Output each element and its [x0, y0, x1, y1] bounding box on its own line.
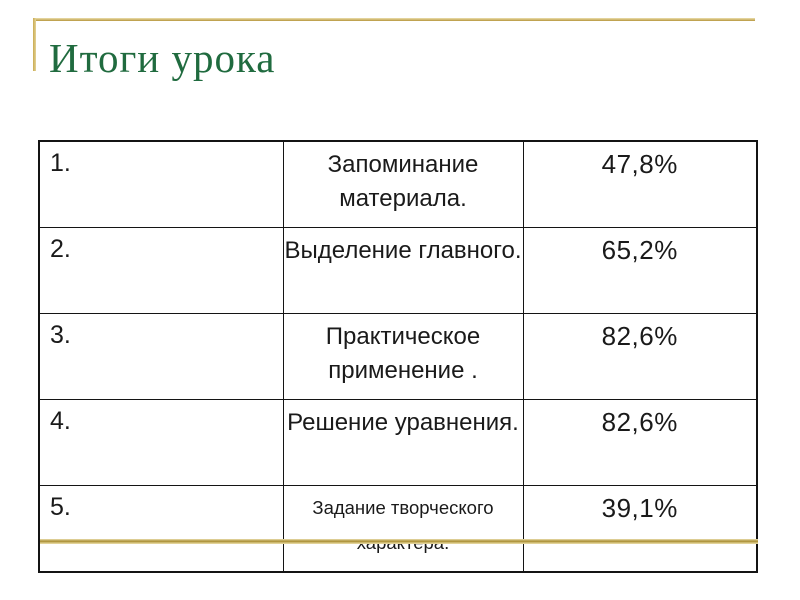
task-cell: Решение уравнения. [282, 399, 524, 486]
slide-title: Итоги урока [49, 35, 276, 81]
percent-cell: 39,1% [522, 485, 758, 573]
top-accent-line [33, 18, 755, 21]
row-number-cell: 3. [38, 313, 284, 400]
bottom-accent-line [40, 539, 758, 544]
row-number-cell: 1. [38, 140, 284, 228]
percent-cell: 82,6% [522, 399, 758, 486]
corner-accent-line [33, 18, 36, 71]
task-cell: Выделение главного. [282, 227, 524, 314]
table-row: 3. Практическое применение . 82,6% [38, 313, 758, 400]
percent-cell: 65,2% [522, 227, 758, 314]
row-number-cell: 4. [38, 399, 284, 486]
table-row: 1. Запоминание материала. 47,8% [38, 140, 758, 228]
percent-cell: 47,8% [522, 140, 758, 228]
task-cell: Запоминание материала. [282, 140, 524, 228]
table-row: 5. Задание творческого характера. 39,1% [38, 485, 758, 573]
task-cell: Практическое применение . [282, 313, 524, 400]
row-number-cell: 2. [38, 227, 284, 314]
table-row: 2. Выделение главного. 65,2% [38, 227, 758, 314]
table-row: 4. Решение уравнения. 82,6% [38, 399, 758, 486]
percent-cell: 82,6% [522, 313, 758, 400]
results-table: 1. Запоминание материала. 47,8% 2. Выдел… [38, 140, 758, 573]
row-number-cell: 5. [38, 485, 284, 573]
task-cell: Задание творческого характера. [282, 485, 524, 573]
